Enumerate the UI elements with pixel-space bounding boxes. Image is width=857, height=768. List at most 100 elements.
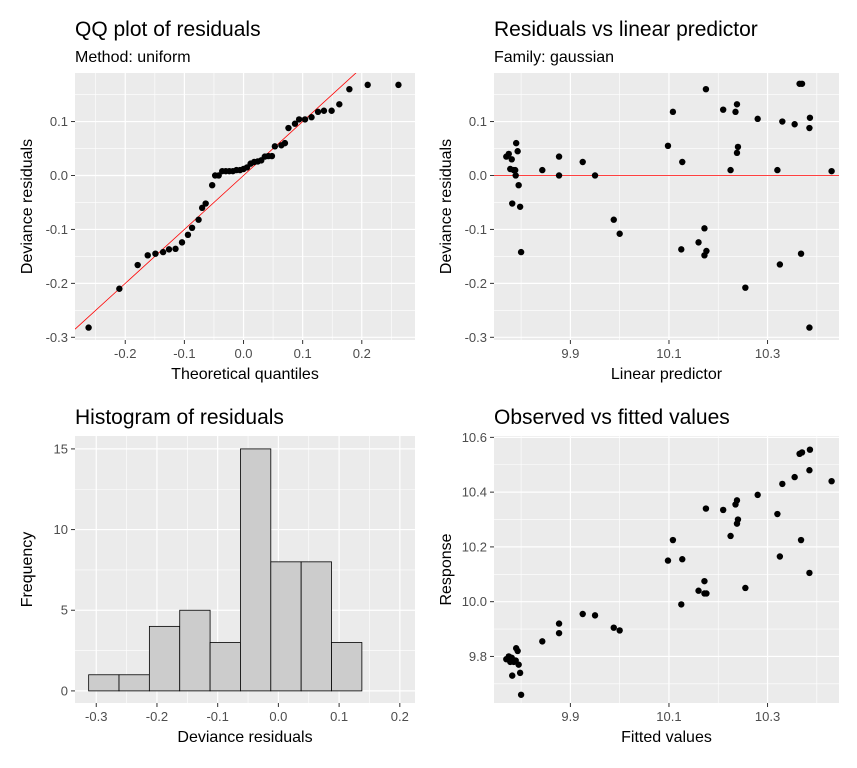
- data-point: [702, 85, 710, 93]
- histogram-bar: [88, 674, 120, 692]
- chart-panel-1: -0.2 -0.1 0.0 0.1 0.2 -0.3 -0.2 -0.1 0.0 0.1 QQ pl…: [19, 18, 415, 383]
- y-tick-label: 0.1: [469, 114, 487, 129]
- data-point: [134, 261, 141, 269]
- data-point: [285, 124, 292, 132]
- data-point: [754, 491, 761, 499]
- y-tick-label: 10.0: [462, 594, 487, 609]
- data-point: [828, 167, 835, 175]
- data-point: [555, 620, 563, 627]
- plot-marks: [75, 73, 402, 331]
- data-point: [776, 553, 784, 560]
- data-point: [281, 139, 289, 147]
- x-tick-label: 0.0: [269, 709, 287, 724]
- data-point: [591, 172, 599, 179]
- data-point: [516, 203, 524, 210]
- data-point: [539, 638, 546, 645]
- gridlines: [75, 73, 415, 340]
- data-point: [806, 114, 814, 121]
- y-tick-label: 0.0: [469, 168, 487, 183]
- y-tick-label: -0.3: [46, 330, 68, 345]
- data-point: [591, 612, 599, 619]
- data-point: [806, 324, 813, 331]
- data-point: [511, 166, 519, 174]
- data-point: [779, 118, 786, 125]
- data-point: [509, 672, 516, 679]
- data-point: [719, 106, 727, 113]
- data-point: [539, 166, 546, 174]
- x-tick-label: 10.3: [755, 709, 780, 724]
- data-point: [703, 590, 710, 597]
- data-point: [774, 510, 781, 518]
- x-tick-label: -0.2: [146, 709, 168, 724]
- x-tick-label: -0.1: [206, 709, 228, 724]
- data-point: [579, 158, 586, 166]
- data-point: [308, 114, 315, 121]
- y-tick-label: 5: [61, 603, 68, 618]
- data-point: [776, 261, 784, 268]
- data-point: [517, 691, 525, 698]
- data-point: [505, 150, 512, 158]
- y-axis-label: Response: [438, 533, 455, 605]
- y-tick-label: -0.3: [465, 330, 487, 345]
- histogram-bar: [300, 561, 332, 692]
- chart-panel-2: 9.9 10.1 10.3 -0.3 -0.2 -0.1 0.0 0.1 Residuals v…: [438, 18, 839, 383]
- y-axis-label: Deviance residuals: [19, 139, 36, 274]
- data-point: [555, 629, 563, 637]
- plot-marks: [503, 446, 835, 698]
- data-point: [702, 505, 710, 512]
- data-point: [509, 200, 516, 207]
- plot-marks: [88, 448, 363, 692]
- data-point: [610, 216, 617, 223]
- data-point: [734, 516, 742, 523]
- data-point: [610, 624, 617, 631]
- data-point: [616, 230, 623, 237]
- data-point: [555, 172, 563, 179]
- y-tick-label: 15: [54, 441, 68, 456]
- data-point: [512, 139, 520, 147]
- data-point: [701, 225, 708, 232]
- y-tick-label: 0.0: [50, 168, 68, 183]
- data-point: [727, 166, 734, 174]
- data-point: [797, 250, 805, 257]
- y-tick-label: 10.4: [462, 485, 487, 500]
- plot-background: [75, 73, 415, 340]
- data-point: [664, 142, 672, 150]
- x-tick-label: 9.9: [561, 346, 579, 361]
- x-tick-label: -0.2: [114, 346, 136, 361]
- data-point: [754, 115, 761, 123]
- chart-panel-3: -0.3 -0.2 -0.1 0.0 0.1 0.2 0 5 10 15 Histogram of …: [19, 406, 415, 746]
- data-point: [395, 81, 402, 89]
- data-point: [719, 506, 727, 514]
- data-point: [202, 200, 209, 207]
- data-point: [555, 153, 563, 160]
- data-point: [184, 231, 192, 239]
- reference-line: [75, 73, 357, 330]
- data-point: [727, 532, 734, 540]
- chart-title: Observed vs fitted values: [494, 406, 730, 429]
- data-point: [806, 124, 813, 132]
- data-point: [144, 252, 151, 259]
- data-point: [791, 121, 798, 128]
- histogram-bar: [209, 642, 241, 692]
- x-tick-label: 0.2: [391, 709, 409, 724]
- y-tick-label: 10.6: [462, 430, 487, 445]
- data-point: [116, 285, 123, 292]
- data-point: [669, 536, 677, 544]
- plot-marks: [494, 80, 839, 331]
- data-point: [695, 239, 702, 246]
- data-point: [159, 248, 167, 256]
- histogram-bar: [179, 609, 211, 692]
- y-tick-label: -0.2: [465, 276, 487, 291]
- data-point: [701, 577, 708, 585]
- data-point: [346, 85, 353, 93]
- data-point: [579, 610, 586, 618]
- data-point: [806, 467, 813, 474]
- x-axis-label: Deviance residuals: [177, 729, 312, 746]
- data-point: [165, 246, 173, 253]
- y-tick-label: 10.2: [462, 539, 487, 554]
- x-tick-label: 10.1: [656, 709, 681, 724]
- data-point: [695, 587, 702, 594]
- data-point: [742, 284, 749, 291]
- data-point: [798, 80, 806, 87]
